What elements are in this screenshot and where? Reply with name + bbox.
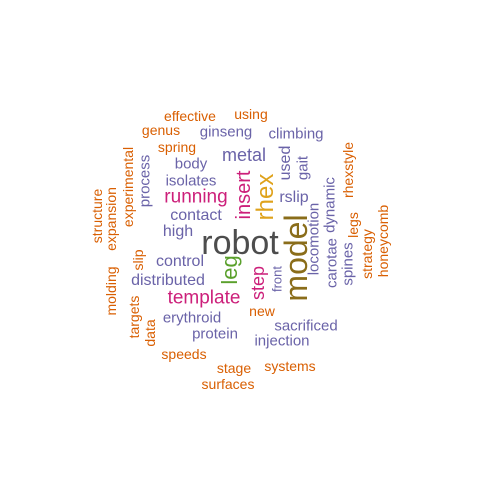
word-erythroid: erythroid (163, 311, 221, 326)
word-data: data (143, 319, 157, 346)
word-process: process (138, 155, 153, 208)
word-step: step (249, 266, 267, 300)
word-climbing: climbing (268, 127, 323, 142)
word-metal: metal (222, 146, 266, 164)
word-expansion: expansion (104, 187, 118, 251)
word-new: new (249, 304, 275, 318)
word-high: high (163, 224, 193, 240)
word-rhex: rhex (254, 174, 278, 221)
word-targets: targets (127, 296, 141, 339)
word-protein: protein (192, 327, 238, 342)
word-rslip: rslip (279, 190, 308, 206)
word-genus: genus (142, 123, 180, 137)
word-distributed: distributed (131, 273, 205, 289)
word-surfaces: surfaces (202, 377, 255, 391)
word-locomotion: locomotion (307, 203, 322, 276)
word-isolates: isolates (166, 174, 217, 189)
word-carotae: carotae (325, 238, 340, 288)
word-rhexstyle: rhexstyle (341, 142, 355, 198)
word-used: used (278, 146, 294, 181)
word-running: running (164, 188, 227, 207)
word-insert: insert (234, 171, 254, 220)
word-template: template (168, 289, 241, 308)
word-strategy: strategy (360, 229, 374, 279)
word-honeycomb: honeycomb (376, 205, 390, 277)
word-structure: structure (90, 189, 104, 243)
word-slip: slip (131, 249, 145, 270)
word-injection: injection (254, 334, 309, 349)
word-body: body (175, 157, 208, 172)
word-experimental: experimental (121, 147, 135, 227)
word-spring: spring (158, 140, 196, 154)
word-spines: spines (341, 242, 356, 285)
word-dynamic: dynamic (323, 177, 338, 233)
word-ginseng: ginseng (200, 125, 253, 140)
word-speeds: speeds (161, 347, 206, 361)
word-using: using (234, 107, 267, 121)
word-effective: effective (164, 109, 216, 123)
word-control: control (156, 254, 204, 270)
word-front: front (271, 266, 284, 292)
word-molding: molding (104, 266, 118, 315)
word-stage: stage (217, 361, 251, 375)
word-gait: gait (296, 156, 311, 180)
word-leg: leg (219, 255, 241, 284)
word-systems: systems (264, 359, 315, 373)
word-contact: contact (170, 208, 222, 224)
word-legs: legs (346, 212, 360, 238)
word-sacrificed: sacrificed (274, 319, 337, 334)
